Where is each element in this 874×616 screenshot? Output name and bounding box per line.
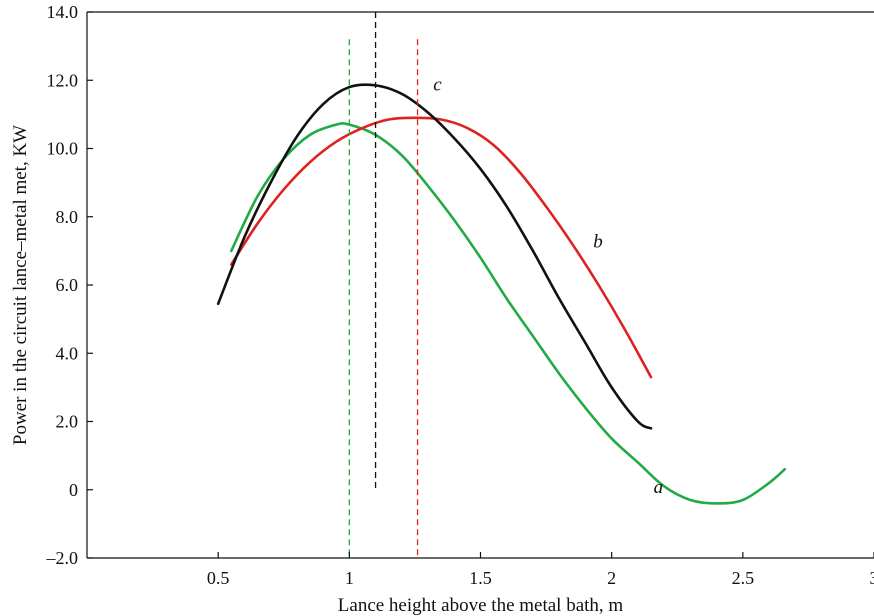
series-label-b: b [593,231,603,252]
y-tick-label: 8.0 [56,207,79,227]
series-line-c [216,83,653,430]
x-tick-label: 2 [607,568,616,588]
x-tick-label: 1 [345,568,354,588]
series-line-a [229,122,787,505]
y-tick-label: 2.0 [56,412,79,432]
series-line-b [229,116,653,379]
y-tick-label: –2.0 [46,548,79,568]
axes [86,11,874,559]
x-tick-label: 0.5 [207,568,230,588]
y-tick-label: 12.0 [47,70,79,90]
y-tick-label: 0 [69,480,78,500]
series-label-a: a [654,477,664,498]
x-axis-title: Lance height above the metal bath, m [338,595,624,616]
ticks: 0.5 1 1.5 2 2.5 3 –2.0 0 2.0 4.0 6.0 8.0 10.0 12.0 14.… [46,2,874,588]
x-tick-label: 2.5 [732,568,755,588]
y-tick-label: 6.0 [56,275,79,295]
y-tick-label: 10.0 [47,139,79,159]
vertical-reference-lines [348,12,419,558]
y-axis-title: Power in the circuit lance–metal met, KW [10,125,31,445]
series-labels: a b c [433,74,663,498]
plot-lines [216,83,787,505]
y-tick-label: 14.0 [47,2,79,22]
series-label-c: c [433,74,442,95]
x-tick-label: 3 [870,568,874,588]
y-tick-label: 4.0 [56,343,79,363]
x-tick-label: 1.5 [469,568,492,588]
